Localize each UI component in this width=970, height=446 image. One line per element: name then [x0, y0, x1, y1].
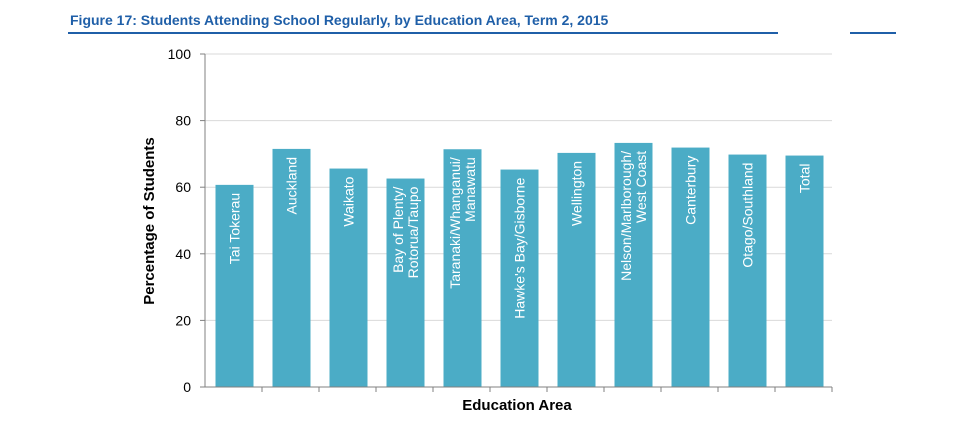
bar-category-label: Wellington	[569, 161, 585, 226]
bar-category-label: Tai Tokerau	[227, 193, 243, 264]
bar	[614, 142, 653, 387]
bar	[671, 147, 710, 387]
bar-category-label: Taranaki/Whanganui/Manawatu	[447, 157, 478, 289]
x-axis-title: Education Area	[462, 397, 572, 414]
bar-category-label: Bay of Plenty/Rotorua/Taupo	[390, 186, 421, 278]
bar-category-label: Canterbury	[683, 156, 699, 225]
bar	[272, 148, 311, 387]
title-underline-right	[850, 32, 896, 34]
bar-category-label: Total	[797, 164, 813, 194]
bar	[500, 169, 539, 387]
title-underline	[68, 32, 778, 34]
bar-category-label: Auckland	[284, 157, 300, 215]
bar	[215, 184, 254, 387]
bar	[785, 155, 824, 387]
bar-category-label: Otago/Southland	[740, 163, 756, 268]
bar-category-label: Waikato	[341, 176, 357, 226]
bar	[557, 152, 596, 387]
y-tick-label: 20	[175, 312, 191, 328]
y-tick-label: 60	[175, 179, 191, 195]
y-tick-label: 80	[175, 113, 191, 129]
y-tick-label: 100	[168, 46, 192, 62]
chart-title: Figure 17: Students Attending School Reg…	[70, 12, 609, 28]
bar	[443, 149, 482, 387]
axes: 0 20 40 60 80 100	[168, 46, 833, 395]
bar-category-label: Hawke's Bay/Gisborne	[512, 177, 528, 318]
bar-category-label: Nelson/Marlborough/West Coast	[618, 151, 649, 281]
bar	[329, 168, 368, 387]
y-tick-label: 40	[175, 246, 191, 262]
bars: Tai Tokerau Auckland Waikato Bay of Plenty/…	[215, 142, 824, 387]
y-axis-title: Percentage of Students	[141, 137, 158, 305]
bar	[386, 178, 425, 387]
bar	[728, 154, 767, 387]
y-tick-label: 0	[183, 379, 191, 395]
